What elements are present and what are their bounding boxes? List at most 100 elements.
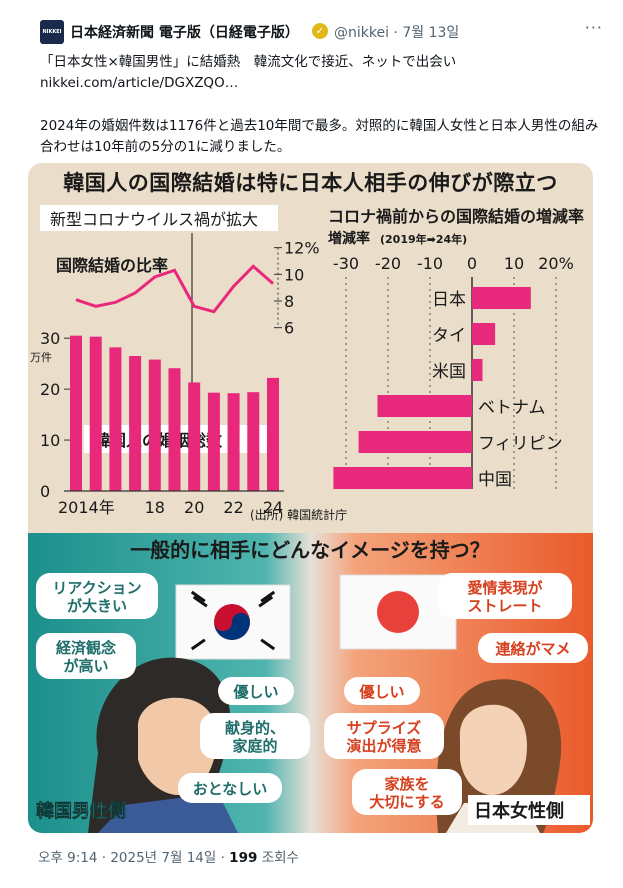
views-label: 조회수 (257, 850, 299, 866)
bubble-text: が大きい (67, 597, 127, 615)
rate-bar (333, 467, 472, 489)
rate-x-tick: -10 (417, 254, 443, 273)
tweet-image[interactable]: 韓国人の国際結婚は特に日本人相手の伸びが際立つ 新型コロナウイルス禍が拡大 国際… (28, 163, 593, 833)
marriage-bar (129, 356, 142, 491)
bubble-text: 家庭的 (232, 737, 277, 755)
bubble-text: が高い (63, 657, 108, 675)
rate-x-tick: 10 (504, 254, 524, 273)
author-name[interactable]: 日本経済新聞 電子版（日経電子版） (70, 25, 299, 41)
marriage-bar (247, 392, 260, 491)
bottom-title: 一般的に相手にどんなイメージを持つ？ (130, 538, 490, 562)
image-bubble: 連絡がマメ (478, 633, 588, 663)
bars-x-tick: 2014年 (58, 498, 115, 517)
bubble-text: 献身的、 (225, 719, 285, 737)
ratio-tick: 8 (284, 292, 294, 311)
rate-category: 米国 (432, 362, 466, 382)
marriage-bar (207, 392, 220, 491)
bubble-text: 愛情表現が (467, 579, 543, 597)
bubble-text: 優しい (358, 683, 404, 701)
rate-chart-subtitle: (2019年➡24年) (380, 232, 467, 246)
bubble-text: 家族を (384, 775, 429, 793)
rate-category: ベトナム (478, 398, 546, 418)
tweet-text-line1: 「日本女性×韓国男性」に結婚熱 韓流文化で接近、ネットで出会い (40, 54, 457, 70)
bars-x-tick: 24 (263, 498, 283, 517)
image-bubble: おとなしい (178, 773, 282, 803)
rate-bar (472, 287, 531, 309)
bars-x-tick: 18 (145, 498, 165, 517)
rate-bar (472, 359, 483, 381)
rate-x-tick: 20% (538, 254, 574, 273)
views-count: 199 (229, 850, 258, 866)
rate-x-tick: -30 (333, 254, 359, 273)
rate-bar (472, 323, 496, 345)
marriage-bar (168, 368, 181, 491)
rate-bar (377, 395, 472, 417)
verified-badge-icon: ✓ (312, 23, 328, 39)
bubble-bg (352, 769, 462, 815)
bars-y-tick: 30 (40, 329, 60, 348)
marriage-bar (70, 335, 82, 491)
bubble-bg (178, 773, 282, 803)
covid-annotation: 新型コロナウイルス禍が拡大 (50, 210, 258, 229)
marriage-bar (89, 336, 102, 491)
tweet-text: 「日本女性×韓国男性」に結婚熱 韓流文化で接近、ネットで出会い nikkei.c… (40, 52, 600, 158)
bubble-bg (478, 633, 588, 663)
bubble-bg (36, 633, 136, 679)
marriage-bar (267, 377, 279, 491)
rate-chart-title-2: 増減率 (328, 230, 370, 247)
korean-side-label: 韓国男性側 (36, 800, 126, 822)
bars-y-tick: 0 (40, 482, 50, 501)
bubble-bg (200, 713, 310, 759)
japanese-flag (339, 574, 457, 650)
rate-bar (358, 431, 472, 453)
marriage-bar (148, 359, 161, 491)
avatar[interactable]: NIKKEI (40, 20, 64, 44)
image-bubble: 優しい (218, 677, 294, 705)
rate-category: タイ (432, 326, 466, 346)
marriage-bar (188, 382, 201, 491)
rate-x-tick: -20 (375, 254, 401, 273)
bars-x-tick: 20 (184, 498, 204, 517)
bubble-bg (218, 677, 294, 705)
bubble-text: 大切にする (369, 793, 444, 811)
bubble-text: サプライズ (347, 719, 422, 737)
rate-x-tick: 0 (467, 254, 477, 273)
bubble-bg (36, 573, 158, 619)
bars-y-tick: 20 (40, 380, 60, 399)
bubble-bg (324, 713, 444, 759)
image-panel: 一般的に相手にどんなイメージを持つ？ (28, 533, 593, 833)
bubble-bg (344, 677, 420, 705)
bubble-text: おとなしい (193, 780, 268, 798)
ratio-tick: 6 (284, 319, 294, 338)
bars-unit: 万件 (30, 351, 52, 364)
image-bubble: 献身的、家庭的 (200, 713, 310, 759)
chart-area: 新型コロナウイルス禍が拡大 国際結婚の比率 韓国人の婚姻総数 万件 681012… (30, 205, 584, 522)
handle-date[interactable]: @nikkei · 7월 13일 (334, 25, 460, 41)
tweet-datetime[interactable]: 오후 9:14 · 2025년 7월 14일 · (38, 850, 230, 866)
marriage-bar (109, 347, 122, 491)
image-title: 韓国人の国際結婚は特に日本人相手の伸びが際立つ (63, 171, 558, 195)
bubble-bg (438, 573, 572, 619)
tweet-text-paragraph2: 2024年の婚姻件数は1176件と過去10年間で最多。対照的に韓国人女性と日本人… (40, 118, 599, 155)
rate-chart-title: コロナ禍前からの国際結婚の増減率 (328, 207, 584, 226)
ratio-tick: 10 (284, 265, 304, 284)
bubble-text: リアクション (52, 579, 141, 597)
tweet-link[interactable]: nikkei.com/article/DGXZQO… (40, 75, 239, 91)
bars-x-tick: 22 (223, 498, 243, 517)
japanese-woman-illustration (436, 679, 562, 833)
bubble-text: 優しい (232, 683, 278, 701)
rate-category: 日本 (432, 290, 466, 310)
ratio-label: 国際結婚の比率 (56, 256, 168, 275)
korean-flag (175, 584, 291, 660)
source-label: (出所) 韓国統計庁 (250, 507, 347, 522)
tweet-footer: 오후 9:14 · 2025년 7월 14일 · 199 조회수 (38, 846, 299, 866)
ratio-tick: 12% (284, 239, 320, 258)
bars-y-tick: 10 (40, 431, 60, 450)
marriage-bar (227, 393, 240, 491)
covid-annotation-box (40, 205, 278, 231)
more-options-icon[interactable]: ··· (584, 18, 603, 37)
japanese-side-label: 日本女性側 (474, 800, 564, 822)
